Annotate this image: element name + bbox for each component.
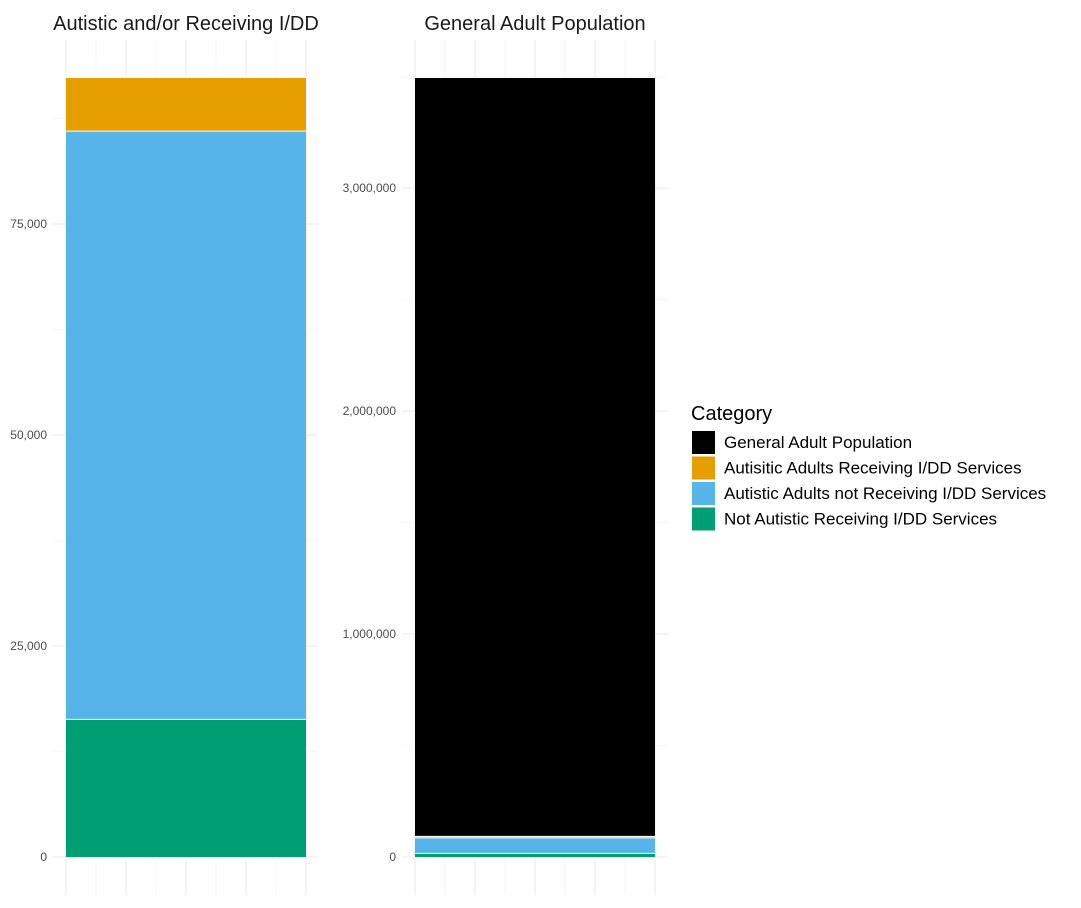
legend-swatch-not-autistic-receiving-i-dd-services — [692, 507, 715, 531]
legend-title: Category — [691, 403, 772, 425]
legend-items: General Adult Population Autisitic Adults… — [692, 431, 1046, 531]
bar-segment-not-autistic-receiving-i-dd-services — [66, 719, 306, 857]
y-tick-label: 3,000,000 — [343, 181, 397, 195]
legend-swatch-general-adult-population — [692, 431, 715, 454]
bar-segment-autisitic-adults-receiving-i-dd-services — [66, 78, 306, 132]
legend-label-not-autistic-receiving-i-dd-services: Not Autistic Receiving I/DD Services — [724, 510, 997, 529]
y-tick-labels: 0 25,000 50,000 75,000 — [10, 217, 47, 864]
panel-title-autistic-idd: Autistic and/or Receiving I/DD — [53, 13, 319, 35]
bar-segments — [415, 78, 655, 857]
y-tick-label: 0 — [389, 850, 396, 864]
y-tick-label: 1,000,000 — [343, 627, 397, 641]
bar-segments — [66, 78, 306, 857]
legend-label-general-adult-population: General Adult Population — [724, 433, 912, 452]
y-tick-label: 75,000 — [10, 217, 47, 231]
bar-segment-autistic-adults-not-receiving-i-dd-services — [66, 131, 306, 720]
panel-general-adult: General Adult Population 0 1,000,000 2,000… — [343, 13, 668, 895]
legend-label-autistic-adults-not-receiving-i-dd-services: Autistic Adults not Receiving I/DD Servi… — [724, 484, 1046, 503]
y-tick-label: 50,000 — [10, 428, 47, 442]
bar-segment-not-autistic-receiving-i-dd-services — [415, 853, 655, 857]
bar-segment-autisitic-adults-receiving-i-dd-services — [415, 836, 655, 838]
panel-autistic-idd: Autistic and/or Receiving I/DD 0 25,000 50… — [10, 13, 319, 895]
bar-segment-autistic-adults-not-receiving-i-dd-services — [415, 837, 655, 854]
legend-swatch-autistic-adults-not-receiving-i-dd-services — [692, 482, 715, 505]
y-tick-label: 25,000 — [10, 639, 47, 653]
legend-swatch-autisitic-adults-receiving-i-dd-services — [692, 456, 715, 480]
y-tick-label: 2,000,000 — [343, 404, 397, 418]
y-tick-label: 0 — [40, 850, 47, 864]
y-tick-labels: 0 1,000,000 2,000,000 3,000,000 — [343, 181, 397, 864]
bar-segment-general-adult-population — [415, 78, 655, 837]
legend-label-autisitic-adults-receiving-i-dd-services: Autisitic Adults Receiving I/DD Services — [724, 459, 1022, 478]
panel-title-general-adult: General Adult Population — [424, 13, 645, 35]
legend: Category General Adult Population Autisit… — [691, 403, 1046, 531]
